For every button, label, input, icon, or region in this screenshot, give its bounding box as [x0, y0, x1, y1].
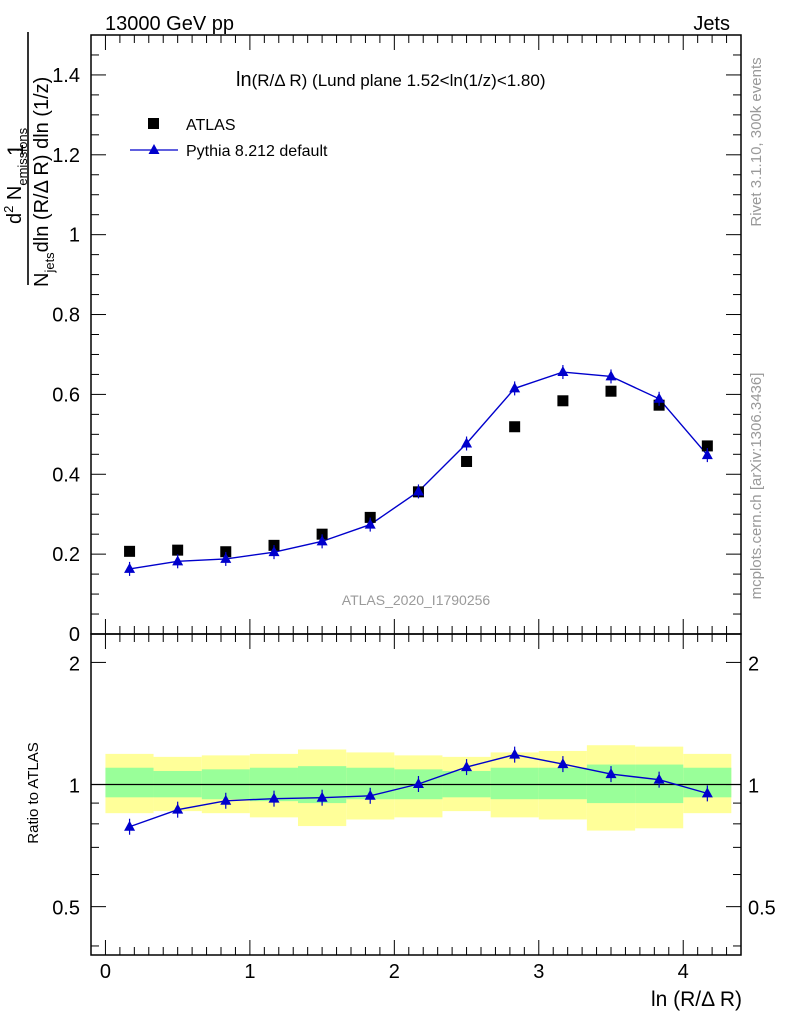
- main-y-tick-label: 1: [69, 225, 80, 247]
- mc-data-point: [461, 437, 473, 448]
- header-energy-label: 13000 GeV pp: [105, 13, 234, 35]
- ratio-y-tick-label-left: 2: [69, 653, 80, 675]
- ratio-data-point: [509, 748, 521, 759]
- analysis-watermark: ATLAS_2020_I1790256: [342, 592, 491, 608]
- main-y-tick-label: 0.8: [52, 305, 80, 327]
- x-tick-label: 1: [244, 961, 255, 983]
- main-y-tick-label: 0.4: [52, 464, 80, 486]
- legend-label-atlas: ATLAS: [186, 117, 236, 134]
- ratio-y-tick-label-left: 0.5: [52, 898, 80, 920]
- ratio-data-point: [172, 803, 184, 814]
- ratio-band-inner: [538, 767, 587, 800]
- mc-data-point: [653, 392, 665, 403]
- mc-data-point: [172, 555, 184, 566]
- ratio-data-point: [364, 789, 376, 800]
- ratio-y-tick-labels: 0.5 0.5 1 1 2 2: [52, 653, 776, 919]
- legend-marker-atlas: [148, 118, 159, 129]
- ratio-data-point: [701, 787, 713, 798]
- atlas-data-point: [172, 544, 184, 556]
- ratio-data-marks: [124, 746, 713, 835]
- main-y-tick-label: 0.6: [52, 384, 80, 406]
- x-tick-label: 3: [533, 961, 544, 983]
- atlas-data-point: [605, 385, 617, 397]
- main-y-axis-label: 1 Njetsdln (R/Δ R) dln (1/z) d2 Nemissio…: [1, 32, 57, 287]
- ratio-data-point: [412, 778, 424, 789]
- main-tick-group: [91, 34, 741, 635]
- atlas-data-point: [701, 440, 713, 452]
- ratio-plot-frame: [90, 633, 742, 956]
- mc-data-point: [268, 546, 280, 557]
- ylabel-derivative: d2 Nemissions: [1, 127, 30, 224]
- title-ln: ln: [236, 69, 252, 91]
- ratio-data-point: [316, 791, 328, 802]
- ratio-data-point: [220, 794, 232, 805]
- ratio-y-tick-label-right: 0.5: [748, 898, 776, 920]
- ratio-data-point: [268, 792, 280, 803]
- ratio-y-axis-label: Ratio to ATLAS: [25, 742, 42, 843]
- mc-series-line: [129, 371, 708, 570]
- mc-data-point: [557, 366, 569, 377]
- ratio-data-point: [461, 761, 473, 772]
- mc-data-point: [701, 449, 713, 460]
- ratio-y-tick-label-right: 1: [748, 776, 759, 798]
- title-rest: (Lund plane 1.52<ln(1/z)<1.80): [307, 71, 545, 90]
- main-y-tick-label: 1.4: [52, 65, 80, 87]
- atlas-data-point: [364, 511, 376, 523]
- ratio-data-point: [557, 758, 569, 769]
- main-y-tick-label: 0.2: [52, 544, 80, 566]
- ratio-tick-group: [91, 634, 741, 955]
- legend-label-mc: Pythia 8.212 default: [186, 143, 328, 160]
- ratio-plot-panel: 0.5 0.5 1 1 2 2 0 1 2 3 4: [52, 633, 776, 983]
- ratio-data-point: [653, 773, 665, 784]
- mcplots-reference-label: mcplots.cern.ch [arXiv:1306.3436]: [748, 373, 765, 600]
- ratio-data-point: [605, 768, 617, 779]
- ylabel-numerator: 1: [3, 144, 28, 156]
- main-plot-panel: 0 0.2 0.4 0.6 0.8 1 1.2 1.4 ln(R/Δ R) (Lund pla…: [52, 34, 742, 646]
- mc-data-point: [509, 382, 521, 393]
- ratio-band-inner: [105, 767, 154, 798]
- ratio-data-point: [124, 820, 136, 831]
- atlas-data-point: [557, 395, 569, 407]
- ratio-band-inner: [490, 767, 539, 800]
- x-tick-label: 2: [389, 961, 400, 983]
- mc-data-point: [124, 562, 136, 573]
- mc-data-point: [316, 535, 328, 546]
- legend: ATLAS Pythia 8.212 default: [130, 117, 328, 160]
- header-process-label: Jets: [693, 13, 730, 35]
- mc-data-point: [220, 552, 232, 563]
- x-axis-label: ln (R/Δ R): [651, 988, 742, 1011]
- atlas-data-point: [461, 455, 473, 467]
- ratio-y-tick-label-left: 1: [69, 776, 80, 798]
- main-y-tick-labels: 0 0.2 0.4 0.6 0.8 1 1.2 1.4: [52, 65, 80, 646]
- ratio-x-tick-labels: 0 1 2 3 4: [100, 961, 689, 983]
- legend-marker-mc: [148, 144, 160, 154]
- atlas-data-point: [509, 421, 521, 433]
- mc-data-point: [605, 370, 617, 381]
- ylabel-denominator: Njetsdln (R/Δ R) dln (1/z): [31, 77, 57, 287]
- atlas-data-point: [316, 528, 328, 540]
- mc-data-point: [412, 485, 424, 496]
- atlas-data-point: [220, 546, 232, 558]
- main-data-marks: [124, 365, 713, 576]
- main-plot-title: ln(R/Δ R) (Lund plane 1.52<ln(1/z)<1.80): [236, 69, 546, 91]
- main-y-tick-label: 1.2: [52, 145, 80, 167]
- main-y-tick-label: 0: [69, 624, 80, 646]
- mc-data-point: [364, 518, 376, 529]
- x-tick-label: 4: [678, 961, 689, 983]
- atlas-data-point: [124, 545, 136, 557]
- rivet-version-label: Rivet 3.1.10, 300k events: [748, 57, 765, 226]
- ratio-y-tick-label-right: 2: [748, 653, 759, 675]
- x-tick-label: 0: [100, 961, 111, 983]
- title-variable: (R/Δ R): [252, 71, 308, 90]
